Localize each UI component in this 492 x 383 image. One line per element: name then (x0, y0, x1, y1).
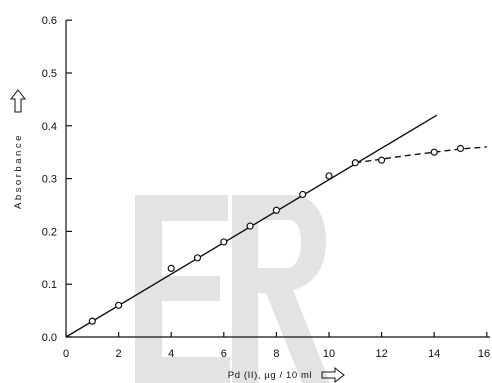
y-tick-label: 0.4 (42, 121, 57, 133)
data-point (167, 264, 175, 272)
x-tick-label: 8 (273, 348, 279, 360)
x-tick-label: 0 (63, 348, 69, 360)
data-point (88, 317, 96, 325)
x-tick-label: 6 (221, 348, 227, 360)
right-arrow-icon (321, 366, 345, 383)
data-point (456, 144, 465, 153)
watermark-letter-r (232, 195, 330, 383)
y-tick-label: 0.3 (42, 174, 57, 186)
y-tick-label: 0.1 (42, 279, 57, 291)
data-point (220, 238, 228, 246)
x-tick-label: 14 (428, 348, 440, 360)
data-point (378, 156, 386, 164)
data-point (114, 301, 123, 309)
up-arrow-icon (9, 89, 27, 113)
data-point (272, 206, 280, 214)
data-point (325, 172, 333, 180)
x-tick-label: 4 (168, 348, 174, 360)
data-point (351, 159, 359, 167)
x-tick-label: 12 (375, 348, 387, 360)
x-axis-label: Pd (II), µg / 10 ml (228, 370, 312, 381)
data-point (430, 148, 438, 156)
plot-marks (65, 114, 487, 338)
data-point (299, 190, 307, 199)
watermark-letters (135, 195, 330, 383)
y-tick-label: 0.5 (42, 68, 57, 80)
data-point (193, 254, 202, 262)
ticks: 0 2 4 6 8 10 12 14 16 0.0 0.1 0.2 0.3 0.4 0.5 0.6 (42, 15, 490, 360)
y-axis-label: Absorbance (13, 135, 24, 209)
y-tick-label: 0.2 (42, 226, 57, 238)
y-tick-label: 0.0 (42, 332, 57, 344)
x-tick-label: 10 (323, 348, 335, 360)
x-tick-label: 16 (478, 348, 490, 360)
data-point (246, 222, 254, 230)
dashed-curve (355, 146, 487, 164)
y-tick-label: 0.6 (42, 15, 57, 27)
watermark-letter-e (135, 195, 230, 383)
x-tick-label: 2 (116, 348, 122, 360)
